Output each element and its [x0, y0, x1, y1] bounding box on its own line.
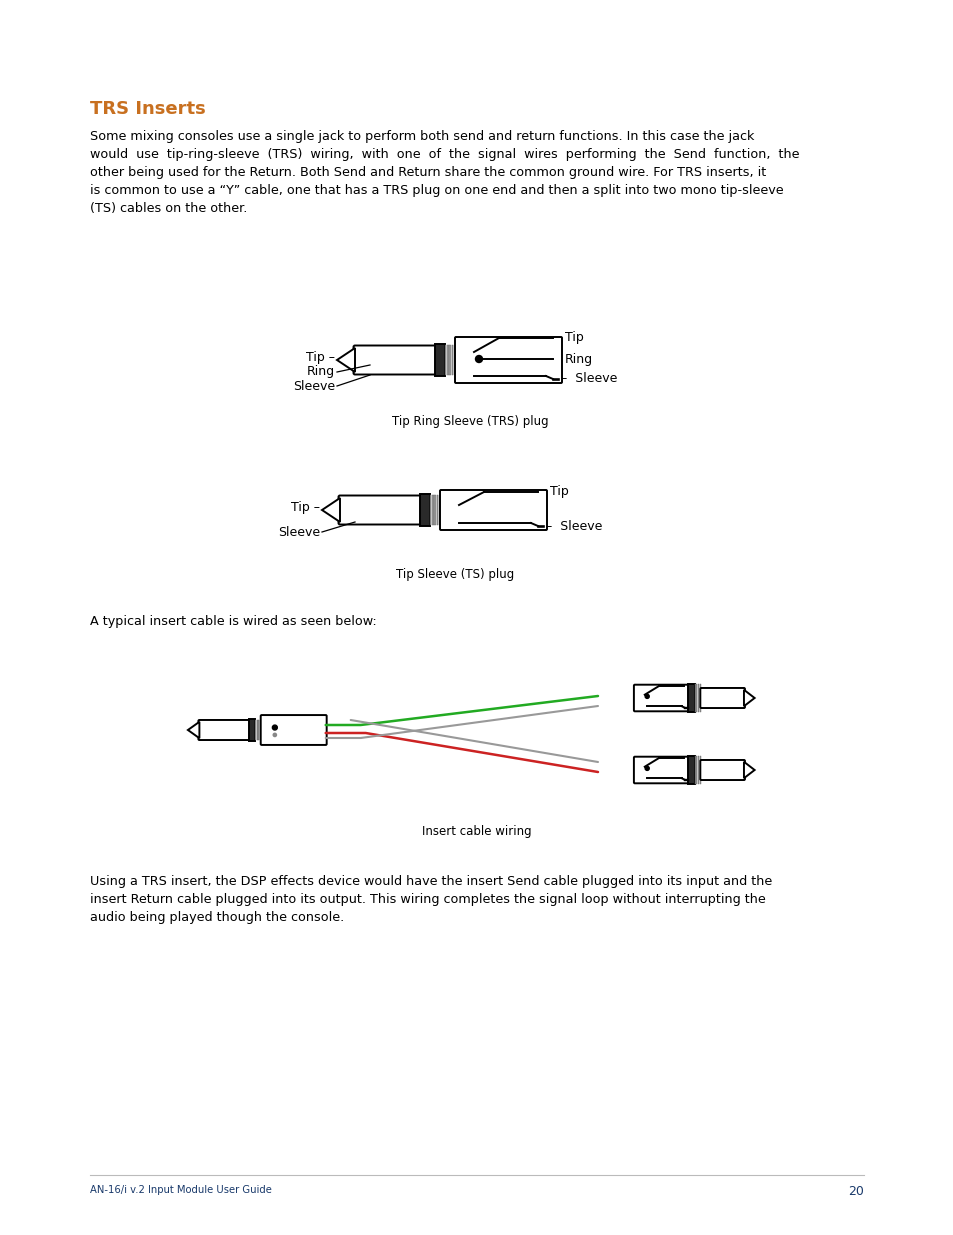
Bar — [438, 495, 439, 525]
Text: Some mixing consoles use a single jack to perform both send and return functions: Some mixing consoles use a single jack t… — [90, 130, 799, 215]
Circle shape — [644, 766, 649, 771]
Bar — [696, 757, 697, 783]
Bar — [435, 345, 444, 375]
Circle shape — [273, 734, 276, 736]
Bar — [687, 684, 694, 713]
Bar — [447, 345, 448, 375]
Bar — [694, 684, 695, 711]
Polygon shape — [188, 721, 199, 739]
Bar — [699, 684, 700, 711]
Text: Ring: Ring — [564, 352, 593, 366]
Text: Tip: Tip — [550, 485, 568, 499]
Polygon shape — [336, 348, 355, 372]
Circle shape — [273, 725, 277, 730]
Bar — [698, 757, 699, 783]
FancyBboxPatch shape — [700, 688, 744, 708]
Bar — [256, 720, 257, 740]
Bar — [694, 757, 695, 783]
Bar — [454, 345, 455, 375]
Polygon shape — [743, 762, 754, 778]
Circle shape — [644, 694, 649, 699]
Text: Tip –: Tip – — [291, 501, 319, 515]
Text: AN-16/i v.2 Input Module User Guide: AN-16/i v.2 Input Module User Guide — [90, 1186, 272, 1195]
Text: Using a TRS insert, the DSP effects device would have the insert Send cable plug: Using a TRS insert, the DSP effects devi… — [90, 876, 771, 924]
Bar — [260, 720, 261, 740]
Text: Sleeve: Sleeve — [277, 526, 319, 538]
Bar — [249, 719, 254, 741]
FancyBboxPatch shape — [338, 495, 421, 525]
FancyBboxPatch shape — [354, 346, 436, 374]
Text: Tip: Tip — [564, 331, 583, 345]
Bar — [696, 684, 697, 711]
Bar — [698, 684, 699, 711]
Bar — [430, 495, 431, 525]
Bar — [258, 720, 259, 740]
FancyBboxPatch shape — [633, 757, 688, 783]
Text: TRS Inserts: TRS Inserts — [90, 100, 206, 119]
FancyBboxPatch shape — [633, 684, 688, 711]
Polygon shape — [743, 690, 754, 706]
Text: –  Sleeve: – Sleeve — [560, 373, 617, 385]
Bar — [687, 756, 694, 784]
FancyBboxPatch shape — [700, 760, 744, 781]
Bar — [434, 495, 436, 525]
Text: Ring: Ring — [307, 366, 335, 378]
Bar — [699, 757, 700, 783]
Bar — [451, 345, 453, 375]
FancyBboxPatch shape — [439, 490, 546, 530]
FancyBboxPatch shape — [198, 720, 250, 740]
Bar — [432, 495, 434, 525]
FancyBboxPatch shape — [455, 337, 561, 383]
Text: Tip Ring Sleeve (TRS) plug: Tip Ring Sleeve (TRS) plug — [392, 415, 548, 429]
Bar — [449, 345, 451, 375]
Text: –  Sleeve: – Sleeve — [545, 520, 601, 532]
FancyBboxPatch shape — [260, 715, 326, 745]
Text: Sleeve: Sleeve — [293, 379, 335, 393]
Polygon shape — [322, 498, 339, 522]
Bar — [444, 345, 446, 375]
Bar — [436, 495, 437, 525]
Text: A typical insert cable is wired as seen below:: A typical insert cable is wired as seen … — [90, 615, 376, 629]
Text: Tip Sleeve (TS) plug: Tip Sleeve (TS) plug — [395, 568, 514, 580]
Circle shape — [475, 356, 482, 363]
Bar — [419, 494, 430, 526]
Text: 20: 20 — [847, 1186, 863, 1198]
Text: Tip –: Tip – — [306, 352, 335, 364]
Bar — [254, 720, 255, 740]
Text: Insert cable wiring: Insert cable wiring — [422, 825, 531, 839]
